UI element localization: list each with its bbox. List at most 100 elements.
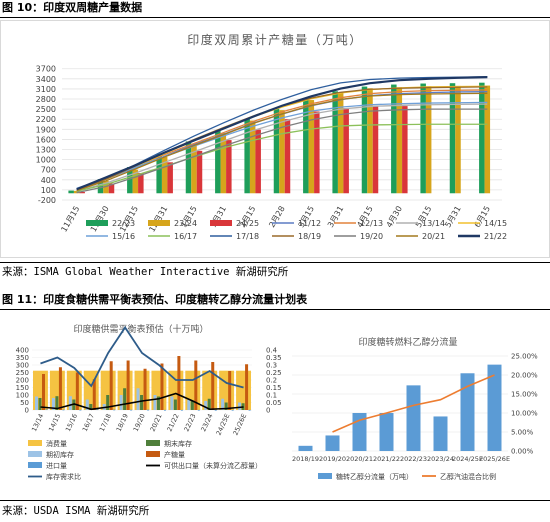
bar-production [75, 372, 79, 410]
bar-ethanol-diversion [325, 435, 340, 451]
bar-production [109, 361, 113, 410]
bar-imports [62, 409, 65, 411]
bar-24-25 [226, 140, 232, 194]
bar-ending-stock [140, 395, 144, 410]
x-tick-label: 2018/19 [292, 455, 319, 463]
y2-tick-label: 0.4 [266, 347, 278, 355]
x-tick-label: 20/21 [149, 412, 164, 432]
figure-11-source: 来源：USDA ISMA 新湖研究所 [2, 505, 150, 517]
x-tick-label: 15/16 [64, 412, 79, 432]
y-tick-label: 3100 [36, 85, 56, 94]
bar-imports [96, 409, 99, 411]
bar-22-23 [332, 91, 338, 194]
bar-23-24 [132, 169, 139, 194]
line-13-14 [76, 103, 488, 192]
figure-10-top-rule [0, 17, 550, 18]
bar-ethanol-diversion [460, 373, 475, 451]
y-tick-label: 400 [16, 347, 29, 355]
legend-swatch [28, 451, 42, 457]
x-tick-label: 2024/25E [452, 455, 483, 463]
x-tick-label: 17/18 [98, 412, 113, 432]
bar-24-25 [79, 191, 85, 194]
bar-imports [130, 409, 133, 411]
bar-23-24 [337, 92, 344, 194]
bar-22-23 [68, 190, 74, 194]
figure-11-right-chart: 印度糖转燃料乙醇分流量 0.00% 5.00% 10.00% 15.00% 20.00%… [286, 312, 550, 498]
bar-ethanol-diversion [379, 413, 394, 451]
x-tick-label: 22/23 [182, 412, 197, 432]
bar-beginning-stock [119, 395, 123, 410]
y-tick-label: 2200 [36, 115, 56, 124]
y-tick-label: 0 [25, 407, 29, 415]
line-17-18 [76, 76, 488, 191]
bar-22-23 [156, 153, 162, 194]
bar-23-24 [249, 120, 256, 194]
y-tick-label: 3700 [36, 65, 56, 74]
bar-ethanol-diversion [406, 385, 421, 451]
legend-label: 23/24 [174, 219, 197, 228]
bar-22-23 [185, 141, 192, 194]
bar-23-24 [161, 156, 168, 194]
legend-label: 进口量 [46, 462, 67, 470]
bar-24-25 [372, 106, 379, 194]
bar-24-25 [196, 150, 203, 194]
y-tick-label: 100 [41, 186, 56, 195]
bar-24-25 [343, 108, 349, 194]
x-tick-label: 25/26E [231, 412, 248, 436]
bar-22-23 [303, 98, 309, 194]
bar-production [245, 364, 249, 410]
figure-11-top-rule [0, 309, 550, 310]
bar-imports [197, 409, 200, 411]
x-tick-label: 19/20 [132, 412, 147, 432]
bar-ending-stock [106, 395, 110, 410]
legend-label: 19/20 [360, 232, 383, 241]
legend-label: 24/25 [236, 219, 259, 228]
bar-imports [45, 409, 48, 411]
bar-23-24 [279, 110, 285, 194]
bar-beginning-stock [204, 401, 208, 410]
bar-production [126, 360, 130, 410]
y2-tick-label: 0 [266, 407, 270, 415]
y-tick-label: 3400 [36, 75, 56, 84]
bar-24-25 [314, 111, 320, 194]
y-tick-label: 700 [41, 166, 56, 175]
bar-23-24 [484, 85, 491, 194]
y-tick-label: 200 [16, 377, 29, 385]
y2-tick-label: 25.00% [511, 353, 538, 361]
bar-24-25 [167, 162, 173, 194]
bar-24-25 [284, 119, 291, 194]
legend-label: 21/22 [484, 232, 507, 241]
legend-label: 20/21 [422, 232, 445, 241]
bar-24-25 [108, 183, 115, 194]
y2-tick-label: 0.25 [266, 369, 282, 377]
bar-beginning-stock [187, 399, 191, 410]
y2-tick-label: 20.00% [511, 372, 538, 380]
bar-beginning-stock [238, 402, 242, 410]
bar-beginning-stock [153, 395, 157, 410]
bar-ending-stock [173, 399, 177, 410]
legend-swatch [146, 440, 160, 446]
line-20-21 [76, 92, 488, 192]
bar-24-25 [255, 129, 261, 194]
bar-ethanol-diversion [433, 416, 448, 451]
y2-tick-label: 5.00% [511, 429, 534, 437]
bar-beginning-stock [85, 399, 89, 410]
bar-22-23 [479, 82, 485, 194]
line-21-22 [76, 76, 488, 191]
y-tick-label: 1300 [36, 146, 56, 155]
y2-tick-label: 0.3 [266, 362, 277, 370]
line-exports [40, 392, 244, 411]
x-tick-label: 2020/21 [346, 455, 373, 463]
x-tick-label: 2021/22 [373, 455, 400, 463]
bar-23-24 [191, 144, 197, 194]
bar-23-24 [308, 100, 315, 194]
legend-label: 12/13 [360, 219, 383, 228]
bar-23-24 [367, 88, 373, 194]
legend-swatch [210, 220, 232, 226]
line-16-17 [76, 123, 488, 192]
y2-tick-label: 0.1 [266, 392, 277, 400]
bar-24-25 [138, 173, 144, 194]
legend-swatch [86, 220, 108, 226]
x-tick-label: 14/15 [47, 412, 62, 432]
x-tick-label: 21/22 [165, 412, 180, 432]
